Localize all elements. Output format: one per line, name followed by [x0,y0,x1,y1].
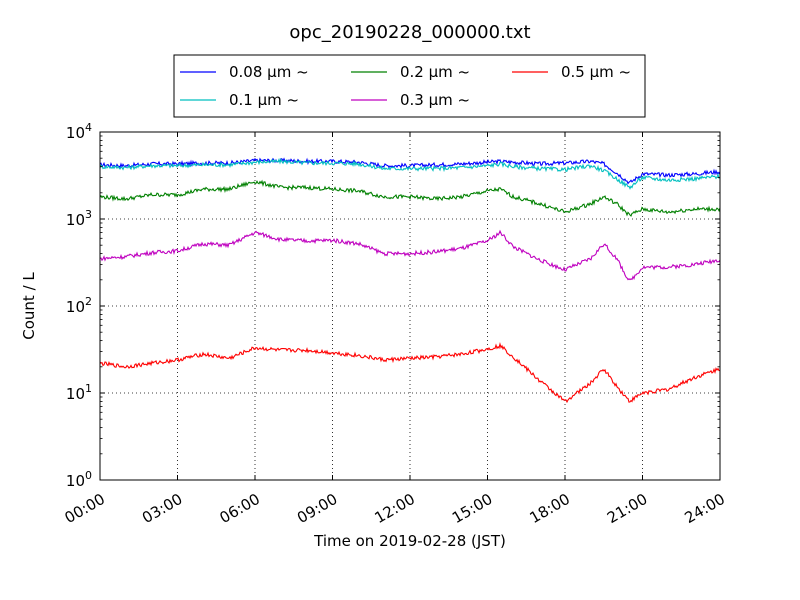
y-axis-label: Count / L [20,272,38,340]
legend-label: 0.1 μm ~ [229,91,299,109]
x-tick-label: 15:00 [449,490,495,527]
legend-label: 0.3 μm ~ [400,91,470,109]
legend-box [173,54,646,118]
series-line [99,157,721,185]
x-tick-label: 06:00 [217,490,263,527]
y-tick-label: 100 [66,469,92,490]
legend-label: 0.2 μm ~ [400,63,470,81]
x-tick-label: 12:00 [372,490,418,527]
x-tick-label: 00:00 [62,490,108,527]
legend-label: 0.08 μm ~ [229,63,309,81]
x-tick-label: 21:00 [604,490,650,527]
y-tick-label: 103 [66,208,92,229]
x-tick-label: 18:00 [527,490,573,527]
y-tick-label: 102 [66,295,92,316]
x-tick-label: 24:00 [682,490,728,527]
series-line [99,157,721,190]
y-tick-label: 101 [66,382,92,403]
x-axis-label: Time on 2019-02-28 (JST) [313,532,506,550]
x-tick-label: 03:00 [139,490,185,527]
y-tick-label: 104 [66,121,92,142]
legend-label: 0.5 μm ~ [561,63,631,81]
x-tick-label: 09:00 [294,490,340,527]
series-line [99,229,721,281]
chart-title: opc_20190228_000000.txt [289,22,530,43]
legend: 0.08 μm ~ 0.1 μm ~ 0.2 μm ~ 0.3 μm ~ 0.5 μm … [173,54,646,118]
series-line [99,342,721,404]
series-line [99,179,721,217]
